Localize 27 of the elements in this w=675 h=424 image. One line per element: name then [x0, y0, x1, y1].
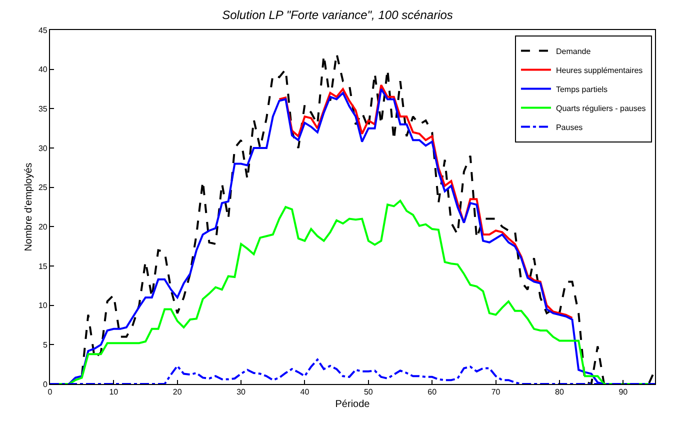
y-tick-label: 35 — [38, 104, 48, 114]
x-tick-label: 90 — [618, 388, 628, 397]
y-tick-label: 5 — [42, 340, 48, 350]
chart-title: Solution LP "Forte variance", 100 scénarios — [222, 8, 453, 22]
y-tick-label: 20 — [38, 222, 48, 232]
x-tick-label: 30 — [236, 388, 246, 397]
x-tick-label: 80 — [555, 388, 564, 397]
x-tick-label: 50 — [364, 388, 374, 397]
y-tick-label: 25 — [38, 183, 48, 192]
x-tick-label: 40 — [300, 388, 310, 397]
legend-label: Temps partiels — [556, 84, 608, 94]
x-axis-title: Période — [335, 399, 370, 410]
y-tick-label: 15 — [38, 262, 48, 271]
y-tick-label: 45 — [38, 26, 48, 35]
x-tick-label: 60 — [428, 388, 438, 397]
x-tick-label: 70 — [491, 388, 501, 397]
y-tick-label: 40 — [38, 65, 48, 74]
x-tick-label: 20 — [172, 388, 182, 397]
y-tick-label: 0 — [42, 380, 48, 389]
x-tick-label: 10 — [109, 388, 119, 397]
y-tick-label: 10 — [38, 301, 48, 310]
legend-label: Pauses — [556, 122, 583, 132]
legend-label: Demande — [556, 46, 592, 56]
legend-label: Heures supplémentaires — [556, 66, 643, 75]
y-tick-label: 30 — [38, 144, 48, 153]
y-axis-title: Nombre d'employés — [23, 162, 34, 252]
legend-label: Quarts réguliers - pauses — [556, 104, 646, 113]
